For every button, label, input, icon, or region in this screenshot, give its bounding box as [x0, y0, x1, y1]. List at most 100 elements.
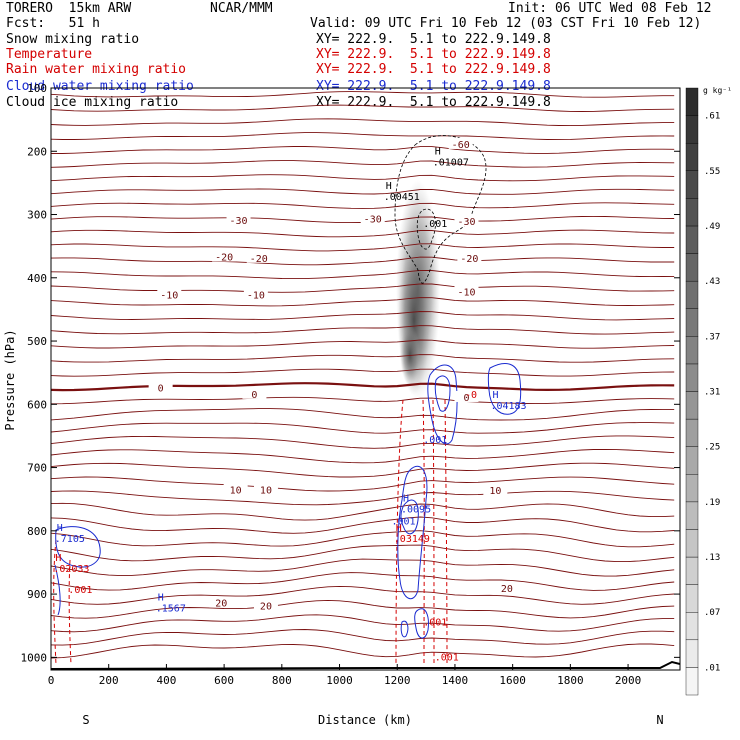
temperature-contour-line — [51, 558, 675, 577]
x-tick-label: 400 — [156, 674, 176, 687]
colorbar-swatch — [685, 142, 699, 171]
temperature-label-bg — [360, 212, 385, 224]
temperature-contour-line — [51, 132, 675, 141]
y-tick-label: 200 — [27, 145, 47, 158]
colorbar-swatch — [685, 253, 699, 282]
contour-value-label: .001 — [68, 585, 92, 596]
colorbar-unit: g kg⁻¹ — [703, 86, 732, 95]
plot-title: TORERO 15km ARW — [6, 1, 132, 16]
temperature-label: -30 — [230, 216, 248, 227]
snow-shading — [396, 180, 440, 400]
legend-xy-cloud-water: XY= 222.9. 5.1 to 222.9.149.8 — [316, 79, 551, 94]
temperature-label-bg — [454, 390, 479, 402]
temperature-contours — [51, 91, 675, 659]
colorbar-swatch — [685, 474, 699, 503]
y-tick-label: 500 — [27, 335, 47, 348]
contour-value-label: .001 — [423, 435, 447, 446]
temperature-label-bg — [243, 288, 268, 300]
extremum-value: .01007 — [433, 157, 469, 168]
temperature-label-bg — [457, 251, 482, 263]
legend-xy-snow: XY= 222.9. 5.1 to 222.9.149.8 — [316, 32, 551, 47]
colorbar-swatch — [685, 308, 699, 337]
forecast-hour: Fcst: 51 h — [6, 16, 100, 31]
temperature-contour-line — [51, 311, 675, 321]
colorbar: .01 .07 .13 .19 .25 .31 .37 .43 .49 .55 .61 — [685, 87, 720, 696]
temperature-label: 0 — [158, 383, 164, 394]
temperature-label: 10 — [260, 485, 272, 496]
temperature-contour-line — [51, 243, 675, 252]
y-tick-label: 700 — [27, 462, 47, 475]
legend-xy-temperature: XY= 222.9. 5.1 to 222.9.149.8 — [316, 47, 551, 62]
y-tick-label: 800 — [27, 525, 47, 538]
x-tick-label: 2000 — [615, 674, 642, 687]
x-tick-label: 0 — [48, 674, 55, 687]
legend-xy-cloud-ice: XY= 222.9. 5.1 to 222.9.149.8 — [316, 95, 551, 110]
temperature-label: -10 — [160, 290, 178, 301]
temperature-contour-line — [51, 476, 675, 492]
temperature-contour-line — [51, 629, 675, 646]
colorbar-label: .01 — [704, 663, 720, 673]
temperature-label: 10 — [230, 485, 242, 496]
colorbar-swatch — [685, 612, 699, 641]
extremum-marker: H — [396, 523, 402, 534]
temperature-contour-line — [51, 396, 675, 405]
y-tick-label: 1000 — [21, 651, 48, 664]
colorbar-swatch — [685, 556, 699, 585]
colorbar-swatch — [685, 639, 699, 668]
temperature-label-bg — [454, 215, 479, 227]
legend-name-rain: Rain water mixing ratio — [6, 62, 187, 77]
init-time: Init: 06 UTC Wed 08 Feb 12 — [508, 1, 712, 16]
temperature-contour-line — [51, 599, 675, 619]
colorbar-label: .55 — [704, 167, 720, 177]
extremum-value: .02033 — [53, 564, 89, 575]
colorbar-swatch — [685, 198, 699, 227]
temperature-contour-line — [51, 118, 675, 127]
colorbar-label: .43 — [704, 277, 720, 287]
axis-ticks: 0 200 400 600 800 1000 1200 1400 1600 1800 2000100… — [21, 82, 680, 687]
extremum-value: .7105 — [55, 534, 85, 545]
temperature-contour-line — [51, 354, 675, 363]
x-tick-label: 1800 — [557, 674, 584, 687]
contour-value-label: -0 — [465, 390, 477, 401]
temperature-contour-line — [51, 516, 675, 534]
temperature-contour-line — [51, 368, 675, 377]
temperature-label: 20 — [501, 584, 513, 595]
legend-name-snow: Snow mixing ratio — [6, 32, 140, 47]
temperature-contour-line — [51, 297, 675, 307]
temperature-label: 0 — [463, 393, 469, 404]
extremum-value: .04183 — [490, 401, 526, 412]
legend-xy-rain: XY= 222.9. 5.1 to 222.9.149.8 — [316, 62, 551, 77]
temperature-contour-line — [51, 283, 675, 293]
plot-frame — [50, 87, 681, 671]
temperature-contour-line — [51, 146, 675, 154]
y-tick-label: 300 — [27, 209, 47, 222]
contour-value-label: .001 — [435, 653, 459, 664]
temperature-contour-line — [51, 229, 675, 238]
temperature-label-bg — [454, 285, 479, 297]
colorbar-swatch — [685, 336, 699, 365]
plot-source: NCAR/MMM — [210, 1, 273, 16]
temperature-contour-line — [51, 269, 675, 280]
legend-name-temperature: Temperature — [6, 47, 93, 62]
temperature-label: -20 — [460, 254, 478, 265]
colorbar-swatch — [685, 418, 699, 447]
temperature-contour-line — [51, 490, 675, 506]
temperature-contour-line — [51, 339, 675, 349]
x-tick-label: 1000 — [326, 674, 353, 687]
colorbar-swatch — [685, 501, 699, 530]
temperature-label: 0 — [251, 390, 257, 401]
x-tick-label: 600 — [214, 674, 234, 687]
temperature-label: -20 — [215, 253, 233, 264]
temperature-contour-line — [51, 174, 675, 182]
colorbar-label: .37 — [704, 332, 720, 342]
temperature-label-bg — [226, 213, 251, 225]
temperature-contour-line — [51, 435, 675, 449]
mixing-ratio-contours — [51, 135, 680, 670]
temperature-label-bg — [246, 251, 271, 263]
extremum-marker: H — [55, 553, 61, 564]
extremum-marker: H — [403, 494, 409, 505]
temperature-contour-line — [51, 256, 675, 266]
colorbar-label: .07 — [704, 608, 720, 618]
y-tick-label: 900 — [27, 588, 47, 601]
y-tick-label: 100 — [27, 82, 47, 95]
